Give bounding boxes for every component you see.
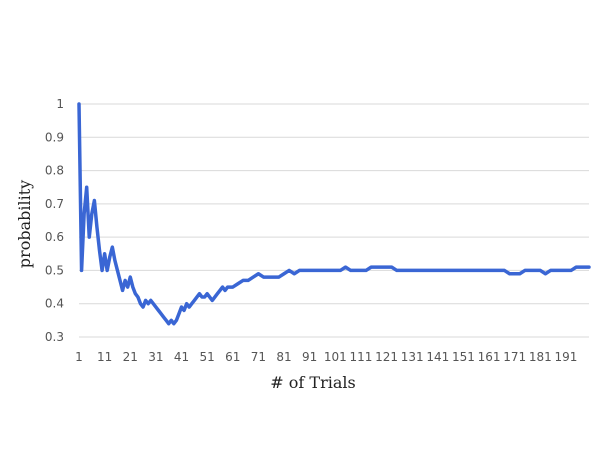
x-tick-label: 21 [123,350,138,364]
x-tick-label: 31 [148,350,163,364]
x-tick-label: 101 [324,350,347,364]
x-tick-label: 111 [349,350,372,364]
x-tick-label: 191 [554,350,577,364]
y-tick-label: 0.9 [45,130,64,144]
series-line-0 [77,102,591,326]
x-tick-label: 51 [200,350,215,364]
x-tick-label: 61 [225,350,240,364]
y-tick-label: 1 [56,97,64,111]
y-axis-title: probability [15,180,34,268]
y-tick-label: 0.7 [45,197,64,211]
x-axis-title: # of Trials [270,373,355,392]
gridlines [79,103,589,338]
x-tick-label: 151 [452,350,475,364]
x-tick-label: 131 [401,350,424,364]
y-tick-label: 0.8 [45,164,64,178]
x-tick-label: 171 [503,350,526,364]
x-axis-ticks: 1 11 21 31 41 51 61 71 81 91 101 111 121 131 141 151 161… [75,350,577,364]
x-tick-label: 11 [97,350,112,364]
x-tick-label: 81 [276,350,291,364]
x-tick-label: 181 [529,350,552,364]
x-tick-label: 141 [426,350,449,364]
series-layer [77,102,591,326]
x-tick-label: 1 [75,350,83,364]
x-tick-label: 41 [174,350,189,364]
y-tick-label: 0.6 [45,230,64,244]
x-tick-label: 161 [478,350,501,364]
x-tick-label: 71 [251,350,266,364]
y-tick-label: 0.4 [45,297,64,311]
y-tick-label: 0.5 [45,263,64,277]
y-tick-label: 0.3 [45,330,64,344]
y-axis-ticks: 0.3 0.4 0.5 0.6 0.7 0.8 0.9 1 [45,97,64,344]
x-tick-label: 121 [375,350,398,364]
x-tick-label: 91 [302,350,317,364]
